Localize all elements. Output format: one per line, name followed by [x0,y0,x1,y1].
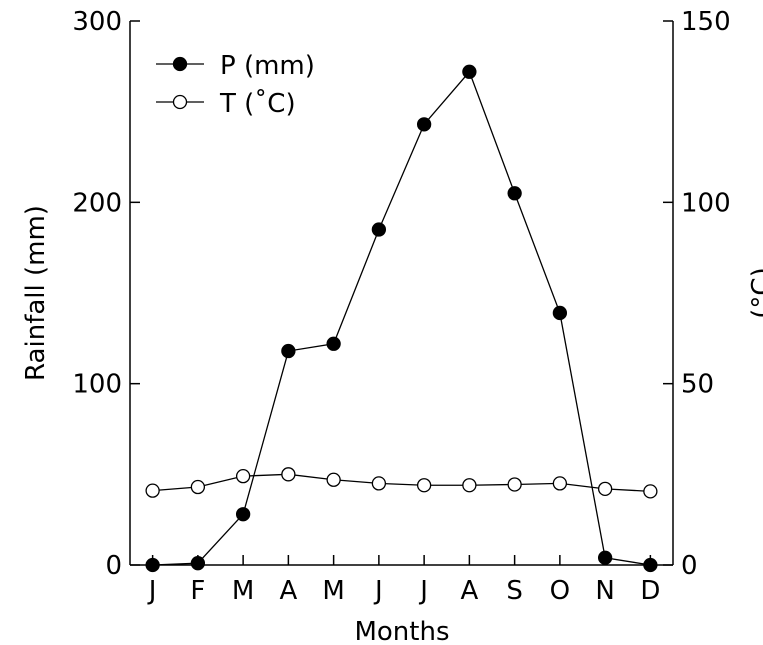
x-tick-label: S [506,576,523,606]
series-line-0 [152,70,651,566]
temperature-point [235,468,251,484]
right-y-tick-label: 100 [681,188,731,218]
temperature-point [326,472,341,487]
x-tick-label: J [147,576,157,606]
right-y-tick-label: 0 [681,551,698,581]
left-y-tick-label: 300 [72,7,122,37]
x-tick-label: J [418,576,428,606]
rainfall-point [145,557,160,573]
x-tick-label: O [550,576,570,606]
right-y-ticks: 0 50 100 150 [663,7,731,581]
right-y-tick-label: 150 [681,7,731,37]
x-tick-label: N [595,576,614,606]
rainfall-point [416,117,432,132]
legend-t-label: T (˚C) [219,89,296,119]
x-tick-label: D [640,576,660,606]
rainfall-point [371,222,387,237]
x-tick-label: M [322,576,344,606]
temperature-point [462,478,477,493]
temperature-point [507,477,522,492]
rainfall-point [326,336,341,351]
rainfall-point [597,550,613,565]
rainfall-point [190,556,206,571]
legend-p-label: P (mm) [220,51,315,81]
temperature-point [371,476,387,491]
temperature-point [643,484,658,499]
rainfall-point [552,305,568,321]
right-y-tick-label: 50 [681,370,714,400]
legend: P (mm) T (˚C) [156,51,315,119]
x-tick-label: J [373,576,383,606]
rainfall-point [281,343,296,359]
left-y-axis-title: Rainfall (mm) [21,205,51,381]
temperature-point [190,479,206,495]
temperature-point [416,478,432,493]
rainfall-point [643,557,658,573]
legend-t-marker [172,94,188,110]
x-tick-label: A [460,576,478,606]
left-y-tick-label: 100 [72,370,122,400]
left-y-ticks: 0 100 200 300 [72,7,140,581]
rainfall-point [235,507,251,522]
series-line-1 [152,473,651,493]
x-tick-label: F [190,576,205,606]
x-tick-label: A [279,576,297,606]
plot-frame [129,21,674,566]
rainfall-point [507,186,522,201]
x-tick-label: M [232,576,254,606]
rainfall-point [462,64,477,79]
temperature-point [281,467,296,482]
legend-p-marker [172,56,188,72]
temperature-point [552,476,568,491]
temperature-point [145,483,160,498]
left-y-tick-label: 200 [72,188,122,218]
x-axis-title: Months [354,617,449,645]
series-layer [145,64,658,573]
right-y-axis-title: (°C) [747,267,763,318]
left-y-tick-label: 0 [105,551,122,581]
temperature-point [597,481,613,496]
